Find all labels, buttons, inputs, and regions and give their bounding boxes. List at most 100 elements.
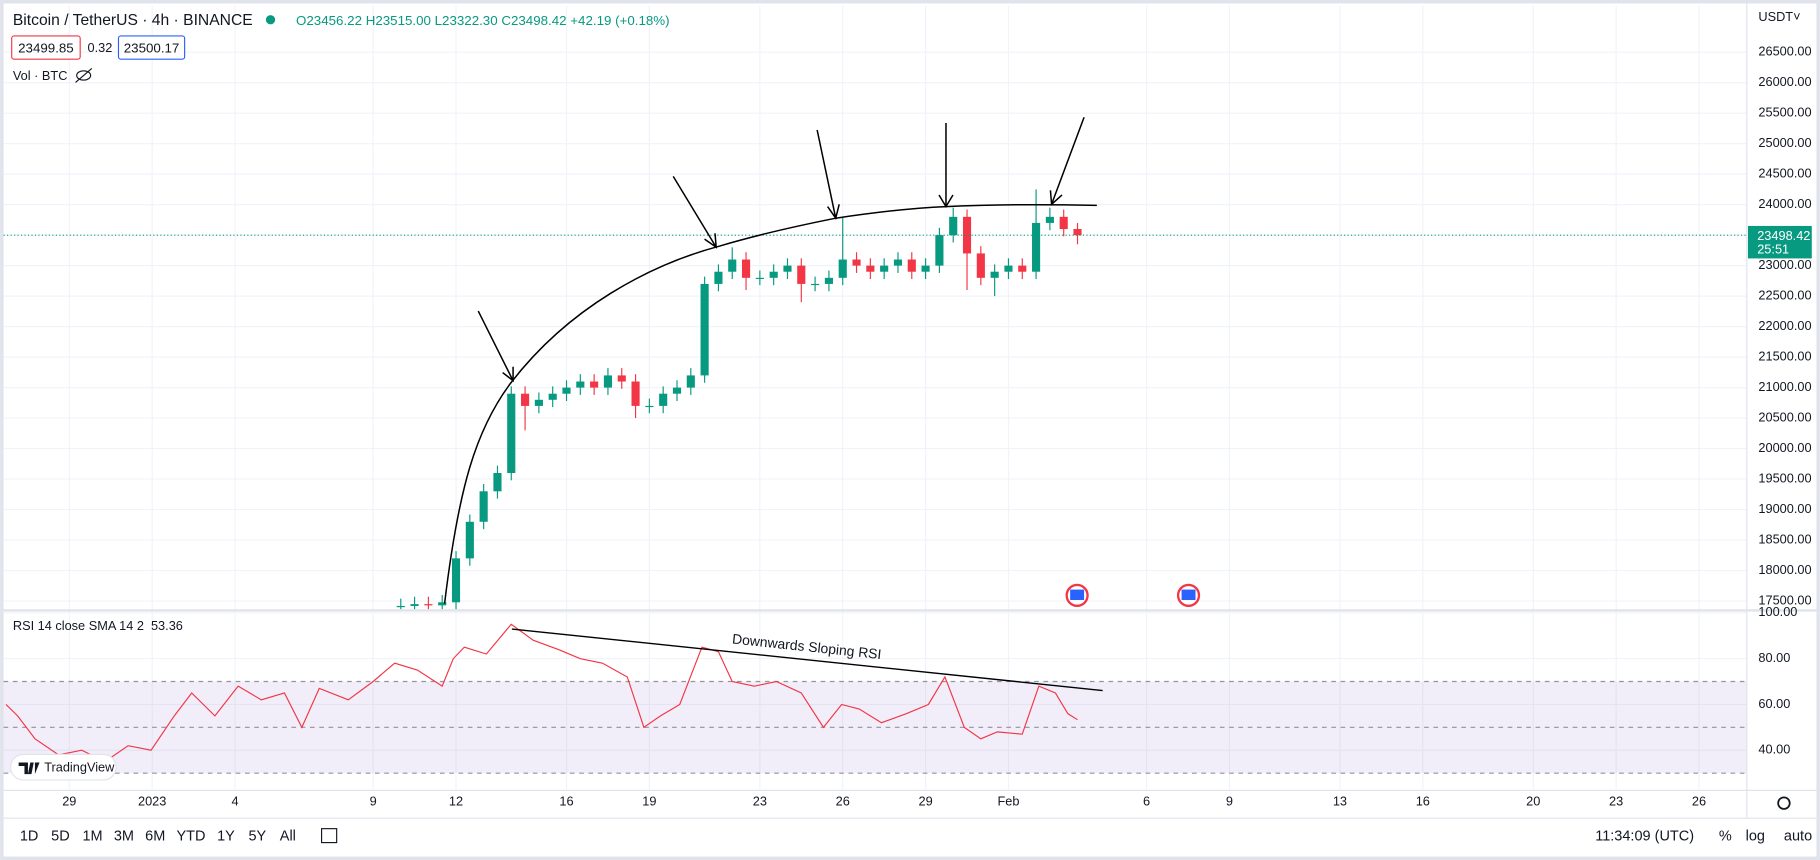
candle-body: [438, 602, 447, 606]
x-tick-label: 26: [1692, 793, 1706, 808]
y-tick-label: 20000.00: [1758, 440, 1811, 455]
x-tick-label: 20: [1526, 793, 1540, 808]
arrow: [816, 129, 840, 220]
x-tick-label: 2023: [138, 793, 166, 808]
candle-body: [880, 265, 889, 272]
settings-icon[interactable]: [1777, 796, 1791, 810]
range-button[interactable]: 1M: [82, 829, 102, 845]
scale-option[interactable]: log: [1746, 829, 1765, 845]
bid-box[interactable]: [11, 35, 81, 60]
currency[interactable]: USDT˅: [1758, 9, 1800, 24]
candle-body: [811, 283, 820, 286]
x-tick-label: 29: [62, 793, 76, 808]
x-tick-label: 9: [370, 793, 377, 808]
candles: [396, 189, 1082, 610]
watermark: TradingView: [44, 760, 115, 775]
candle-body: [590, 381, 599, 388]
y-tick-label: 18500.00: [1758, 531, 1811, 546]
ohlc-change: +42.19 (+0.18%): [570, 12, 669, 27]
flag: [1181, 589, 1196, 601]
y-tick-label: 23000.00: [1758, 257, 1811, 272]
range-button[interactable]: YTD: [177, 829, 206, 845]
y-tick-label: 20500.00: [1758, 409, 1811, 424]
candle-body: [1059, 216, 1068, 230]
annotations: [443, 116, 1097, 604]
candle-body: [990, 271, 999, 278]
candle-body: [838, 259, 847, 278]
range-button[interactable]: 1D: [20, 829, 39, 845]
arrow: [1049, 116, 1085, 206]
candle-body: [562, 387, 571, 394]
watermark-logo: [18, 762, 40, 775]
rsi-title: RSI 14 close SMA 14 2: [13, 618, 144, 633]
candle-body: [410, 604, 419, 606]
candle-body: [949, 216, 958, 236]
x-tick-label: 23: [1609, 793, 1623, 808]
event-icons: [1065, 583, 1201, 607]
x-tick-label: 16: [1416, 793, 1430, 808]
candle-body: [921, 265, 930, 272]
candle-body: [451, 558, 461, 603]
candle-body: [507, 393, 516, 473]
y-tick-label: 21500.00: [1758, 348, 1811, 363]
x-tick-label: 13: [1333, 793, 1347, 808]
candle-body: [479, 491, 488, 522]
range-button[interactable]: 5Y: [248, 829, 266, 845]
clock[interactable]: 11:34:09 (UTC): [1595, 829, 1694, 845]
ask-box[interactable]: [117, 35, 186, 60]
candle-body: [1032, 222, 1041, 272]
candle-body: [631, 381, 640, 406]
date-range-icon[interactable]: [320, 828, 338, 844]
y-tick-label: 25500.00: [1758, 105, 1811, 120]
spread: 0.32: [87, 40, 112, 55]
watermark-badge[interactable]: [9, 753, 117, 781]
last-price: 23498.42: [1757, 228, 1810, 243]
symbol-title[interactable]: Bitcoin / TetherUS · 4h · BINANCE: [13, 12, 253, 29]
window: [3, 3, 1817, 857]
x-tick-label: 29: [918, 793, 932, 808]
candle-body: [962, 216, 972, 254]
hide-icon[interactable]: [75, 68, 93, 83]
candle-body: [741, 259, 751, 278]
range-button[interactable]: 5D: [51, 829, 70, 845]
ohlc: O23456.22 H23515.00 L23322.30 C23498.42 …: [296, 12, 670, 27]
last-price-tag: [1747, 225, 1812, 259]
rsi-tick-label: 100.00: [1758, 604, 1797, 619]
x-tick-label: 26: [836, 793, 850, 808]
candle-body: [824, 277, 833, 284]
marks-layer: [3, 189, 1747, 774]
scale-option[interactable]: auto: [1784, 829, 1812, 845]
x-tick-label: 19: [642, 793, 656, 808]
y-tick-label: 17500.00: [1758, 592, 1811, 607]
rsi-current: 53.36: [151, 618, 183, 633]
countdown: 25:51: [1757, 242, 1789, 257]
rsi-trendline: [511, 628, 1103, 692]
candle-body: [714, 271, 723, 284]
range-button[interactable]: 3M: [114, 829, 134, 845]
candle-body: [686, 375, 695, 388]
candle-body: [728, 259, 737, 272]
candle-body: [935, 235, 944, 266]
resistance-curve: [443, 203, 1097, 604]
range-button[interactable]: All: [280, 829, 296, 845]
range-button[interactable]: 1Y: [217, 829, 235, 845]
y-tick-label: 24500.00: [1758, 166, 1811, 181]
candle-body: [617, 375, 626, 382]
bid: 23499.85: [18, 40, 74, 55]
candle-body: [1045, 216, 1054, 223]
rsi-tick-label: 60.00: [1758, 696, 1790, 711]
rsi-tick-label: 40.00: [1758, 742, 1790, 757]
range-button[interactable]: 6M: [145, 829, 165, 845]
y-tick-label: 26500.00: [1758, 44, 1811, 59]
scale-option[interactable]: %: [1719, 829, 1732, 845]
candle-body: [603, 375, 613, 388]
arrow: [477, 310, 514, 383]
candle-body: [493, 472, 502, 492]
y-tick-label: 24000.00: [1758, 196, 1811, 211]
candle-body: [645, 405, 654, 408]
candle-body: [755, 277, 764, 279]
x-tick-label: 23: [753, 793, 767, 808]
candle-body: [1004, 265, 1013, 272]
x-tick-label: 4: [232, 793, 239, 808]
